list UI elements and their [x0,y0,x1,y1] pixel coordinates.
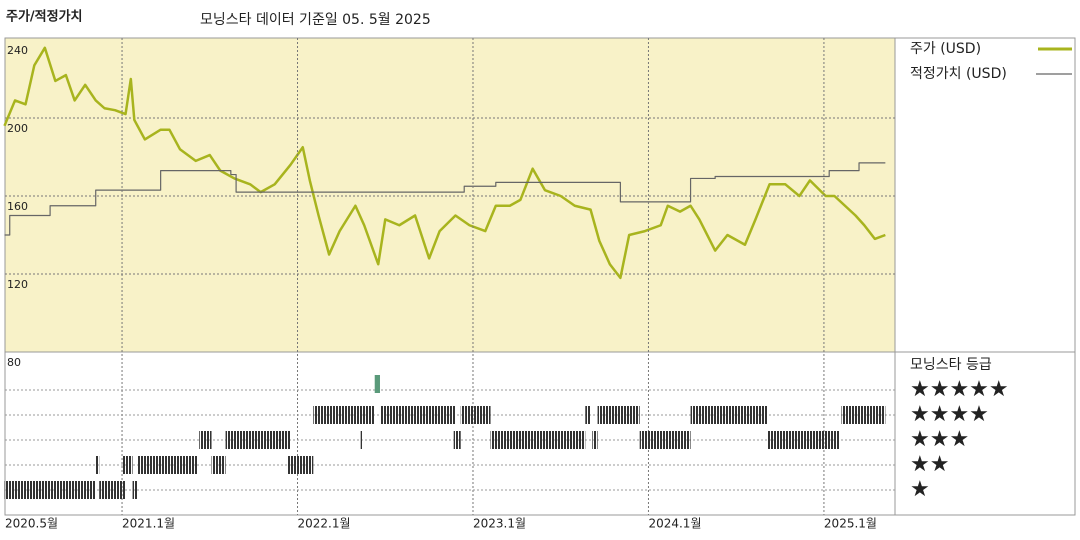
rating-label: ★★★★ [910,402,989,427]
rating-bar [379,406,456,424]
rating-bar [453,431,461,449]
rating-bar [360,431,363,449]
price-line [3,46,886,280]
frame [4,37,1076,516]
rating-title: 모닝스타 등급 [910,357,992,373]
rating-bar [460,406,491,424]
rating-label: ★★★ [910,427,969,452]
rating-bar [592,431,598,449]
y-tick-label: 200 [7,122,28,135]
x-tick-label: 2020.5월 [5,517,58,531]
fair-value-line [4,162,886,236]
legend-label: 주가 (USD) [910,41,981,57]
rating-label: ★ [910,477,930,502]
x-tick-label: 2022.1월 [298,517,351,531]
rating-bar [137,456,198,474]
rating-bar [286,456,314,474]
y-tick-label: 120 [7,278,28,291]
rating-bar [99,481,126,499]
rating-bar [374,375,380,393]
rating-bar [95,456,100,474]
rating-label: ★★★★★ [910,377,1009,402]
x-tick-label: 2024.1월 [648,517,701,531]
rating-bar [841,406,886,424]
rating-bar [597,406,640,424]
rating-bar [767,431,840,449]
y-tick-label: 240 [7,44,28,57]
rating-bar [690,406,768,424]
rating-bar [122,456,133,474]
y-tick-label: 80 [7,356,21,369]
chart-title: 주가/적정가치 [6,9,83,25]
rating-bar [490,431,586,449]
rating-bar [199,431,212,449]
rating-label: ★★ [910,452,949,477]
rating-bar [313,406,375,424]
rating-bar [132,481,138,499]
price-panel [5,38,895,352]
rating-bar [4,481,96,499]
legend-label: 적정가치 (USD) [910,66,1007,82]
x-tick-label: 2021.1월 [122,517,175,531]
rating-bar [585,406,591,424]
rating-bar [211,456,226,474]
rating-bar [639,431,691,449]
x-tick-label: 2025.1월 [824,517,877,531]
rating-bar [225,431,291,449]
y-tick-label: 160 [7,200,28,213]
x-tick-label: 2023.1월 [473,517,526,531]
chart-subtitle: 모닝스타 데이터 기준일 05. 5월 2025 [200,12,431,28]
